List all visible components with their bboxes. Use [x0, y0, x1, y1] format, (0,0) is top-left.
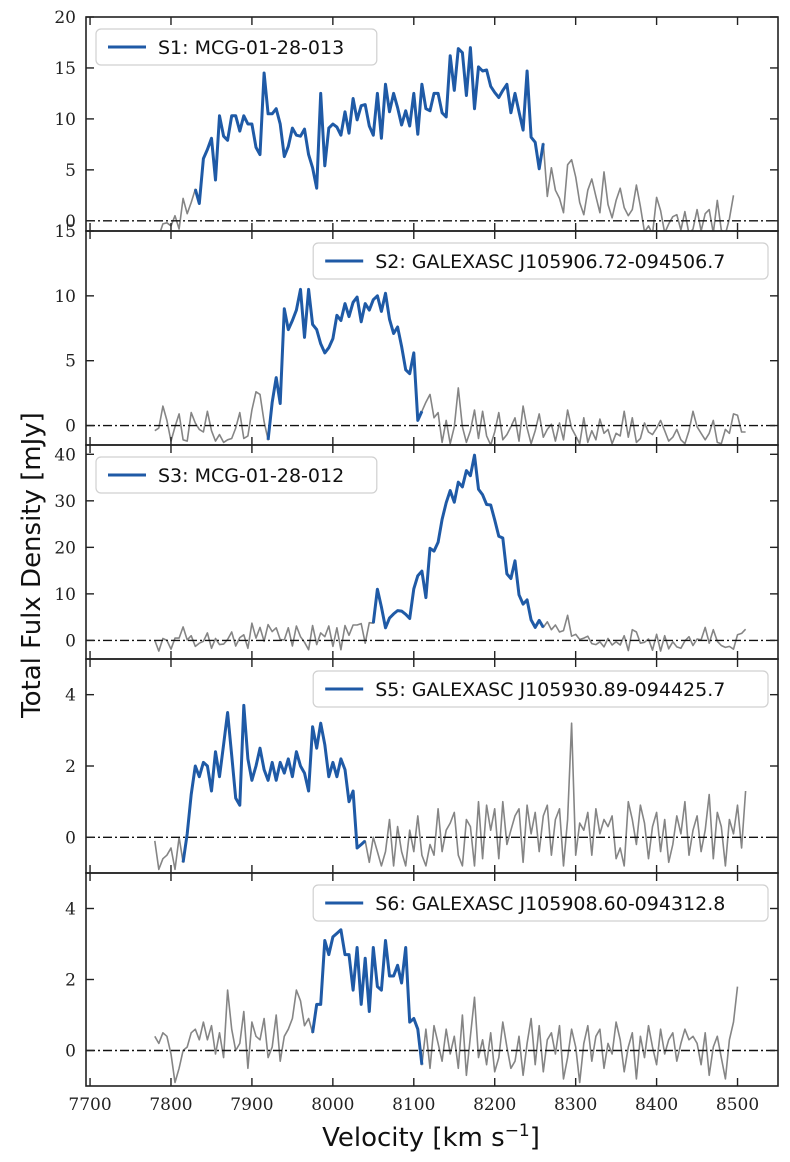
panel-s5-legend-box: [312, 670, 769, 708]
panel-s2-legend-label: S2: GALEXASC J105906.72-094506.7: [375, 251, 725, 273]
panel-s5-plot-area: [86, 703, 778, 871]
panel-s5-ytick-label: 2: [65, 757, 76, 777]
panel-s3-plot-area: [86, 453, 778, 652]
panel-s3-legend: S3: MCG-01-28-012: [95, 456, 378, 494]
panel-s1-ytick-label: 0: [65, 212, 76, 232]
panel-s1-legend: S1: MCG-01-28-013: [95, 28, 378, 66]
xtick-label: 7900: [230, 1095, 273, 1115]
panel-s6-signal-line: [311, 928, 424, 1065]
panel-s2-ytick-label: 0: [65, 417, 76, 437]
xtick-label: 7700: [68, 1095, 111, 1115]
panel-s1: 0 5 10 15 20 S1: MCG-01-28-013: [54, 8, 779, 232]
panel-s1-ytick-label: 10: [54, 110, 76, 130]
panel-s3-legend-box: [95, 456, 378, 494]
panel-s1-legend-box: [95, 28, 378, 66]
panel-s3-ytick-label: 20: [54, 538, 76, 558]
panel-s6: 0 2 4 S6: GALEXASC J105908.60-094312.8: [65, 872, 779, 1087]
xtick-label: 8200: [473, 1095, 516, 1115]
panel-s6-ytick-label: 0: [65, 1042, 76, 1062]
xtick-label: 8300: [554, 1095, 597, 1115]
panel-s1-ytick-label: 15: [54, 59, 76, 79]
panel-s1-spectrum-line: [159, 46, 735, 231]
x-axis-label: Velocity [km s−1]: [322, 1121, 540, 1153]
panel-s3-ytick-label: 10: [54, 585, 76, 605]
panel-s2-ytick-label: 5: [65, 352, 76, 372]
panel-s1-ytick-label: 5: [65, 161, 76, 181]
panel-s3-ytick-label: 30: [54, 492, 76, 512]
panel-s3-legend-label: S3: MCG-01-28-012: [158, 465, 344, 487]
panel-s1-signal-line: [193, 46, 545, 205]
y-axis-label: Total Fulx Density [mJy]: [17, 412, 47, 719]
panel-s2: 0 5 10 15 S2: GALEXASC J105906.72-094506.7: [54, 222, 779, 446]
xtick-label: 8000: [311, 1095, 354, 1115]
panel-s6-spectrum-line: [154, 928, 739, 1084]
panel-s6-ytick-label: 2: [65, 971, 76, 991]
panel-s3-ytick-label: 0: [65, 631, 76, 651]
panel-s6-ytick-label: 4: [65, 900, 76, 920]
panel-s1-legend-label: S1: MCG-01-28-013: [158, 37, 344, 59]
panel-s2-legend: S2: GALEXASC J105906.72-094506.7: [312, 242, 769, 280]
panel-s2-signal-line: [266, 287, 424, 440]
panel-s2-ytick-label: 15: [54, 222, 76, 242]
panel-s3-signal-line: [371, 453, 545, 630]
panel-s3: 0 10 20 30 40 S3: MCG-01-28-012: [54, 444, 779, 660]
panel-s6-legend-box: [312, 884, 769, 922]
panel-s1-plot-area: [86, 46, 778, 231]
panel-s5-signal-line: [181, 703, 367, 863]
panel-s2-plot-area: [86, 287, 778, 445]
panel-s1-ytick-label: 20: [54, 8, 76, 28]
panel-s2-spectrum-line: [154, 288, 746, 445]
xtick-label: 8100: [392, 1095, 435, 1115]
xtick-label: 8400: [635, 1095, 678, 1115]
panel-s6-plot-area: [86, 928, 778, 1084]
panel-s2-ytick-label: 10: [54, 287, 76, 307]
xtick-label: 8500: [716, 1095, 759, 1115]
panel-s5-legend-label: S5: GALEXASC J105930.89-094425.7: [375, 679, 725, 701]
panel-s6-legend-label: S6: GALEXASC J105908.60-094312.8: [375, 893, 725, 915]
panel-s3-ytick-label: 40: [54, 445, 76, 465]
panel-s6-legend: S6: GALEXASC J105908.60-094312.8: [312, 884, 769, 922]
panel-s5-ytick-label: 4: [65, 686, 76, 706]
xtick-label: 7800: [149, 1095, 192, 1115]
panel-s5: 0 2 4 S5: GALEXASC J105930.89-094425.7: [65, 658, 779, 874]
panel-s5-ytick-label: 0: [65, 828, 76, 848]
panel-s5-legend: S5: GALEXASC J105930.89-094425.7: [312, 670, 769, 708]
panel-s2-legend-box: [312, 242, 769, 280]
